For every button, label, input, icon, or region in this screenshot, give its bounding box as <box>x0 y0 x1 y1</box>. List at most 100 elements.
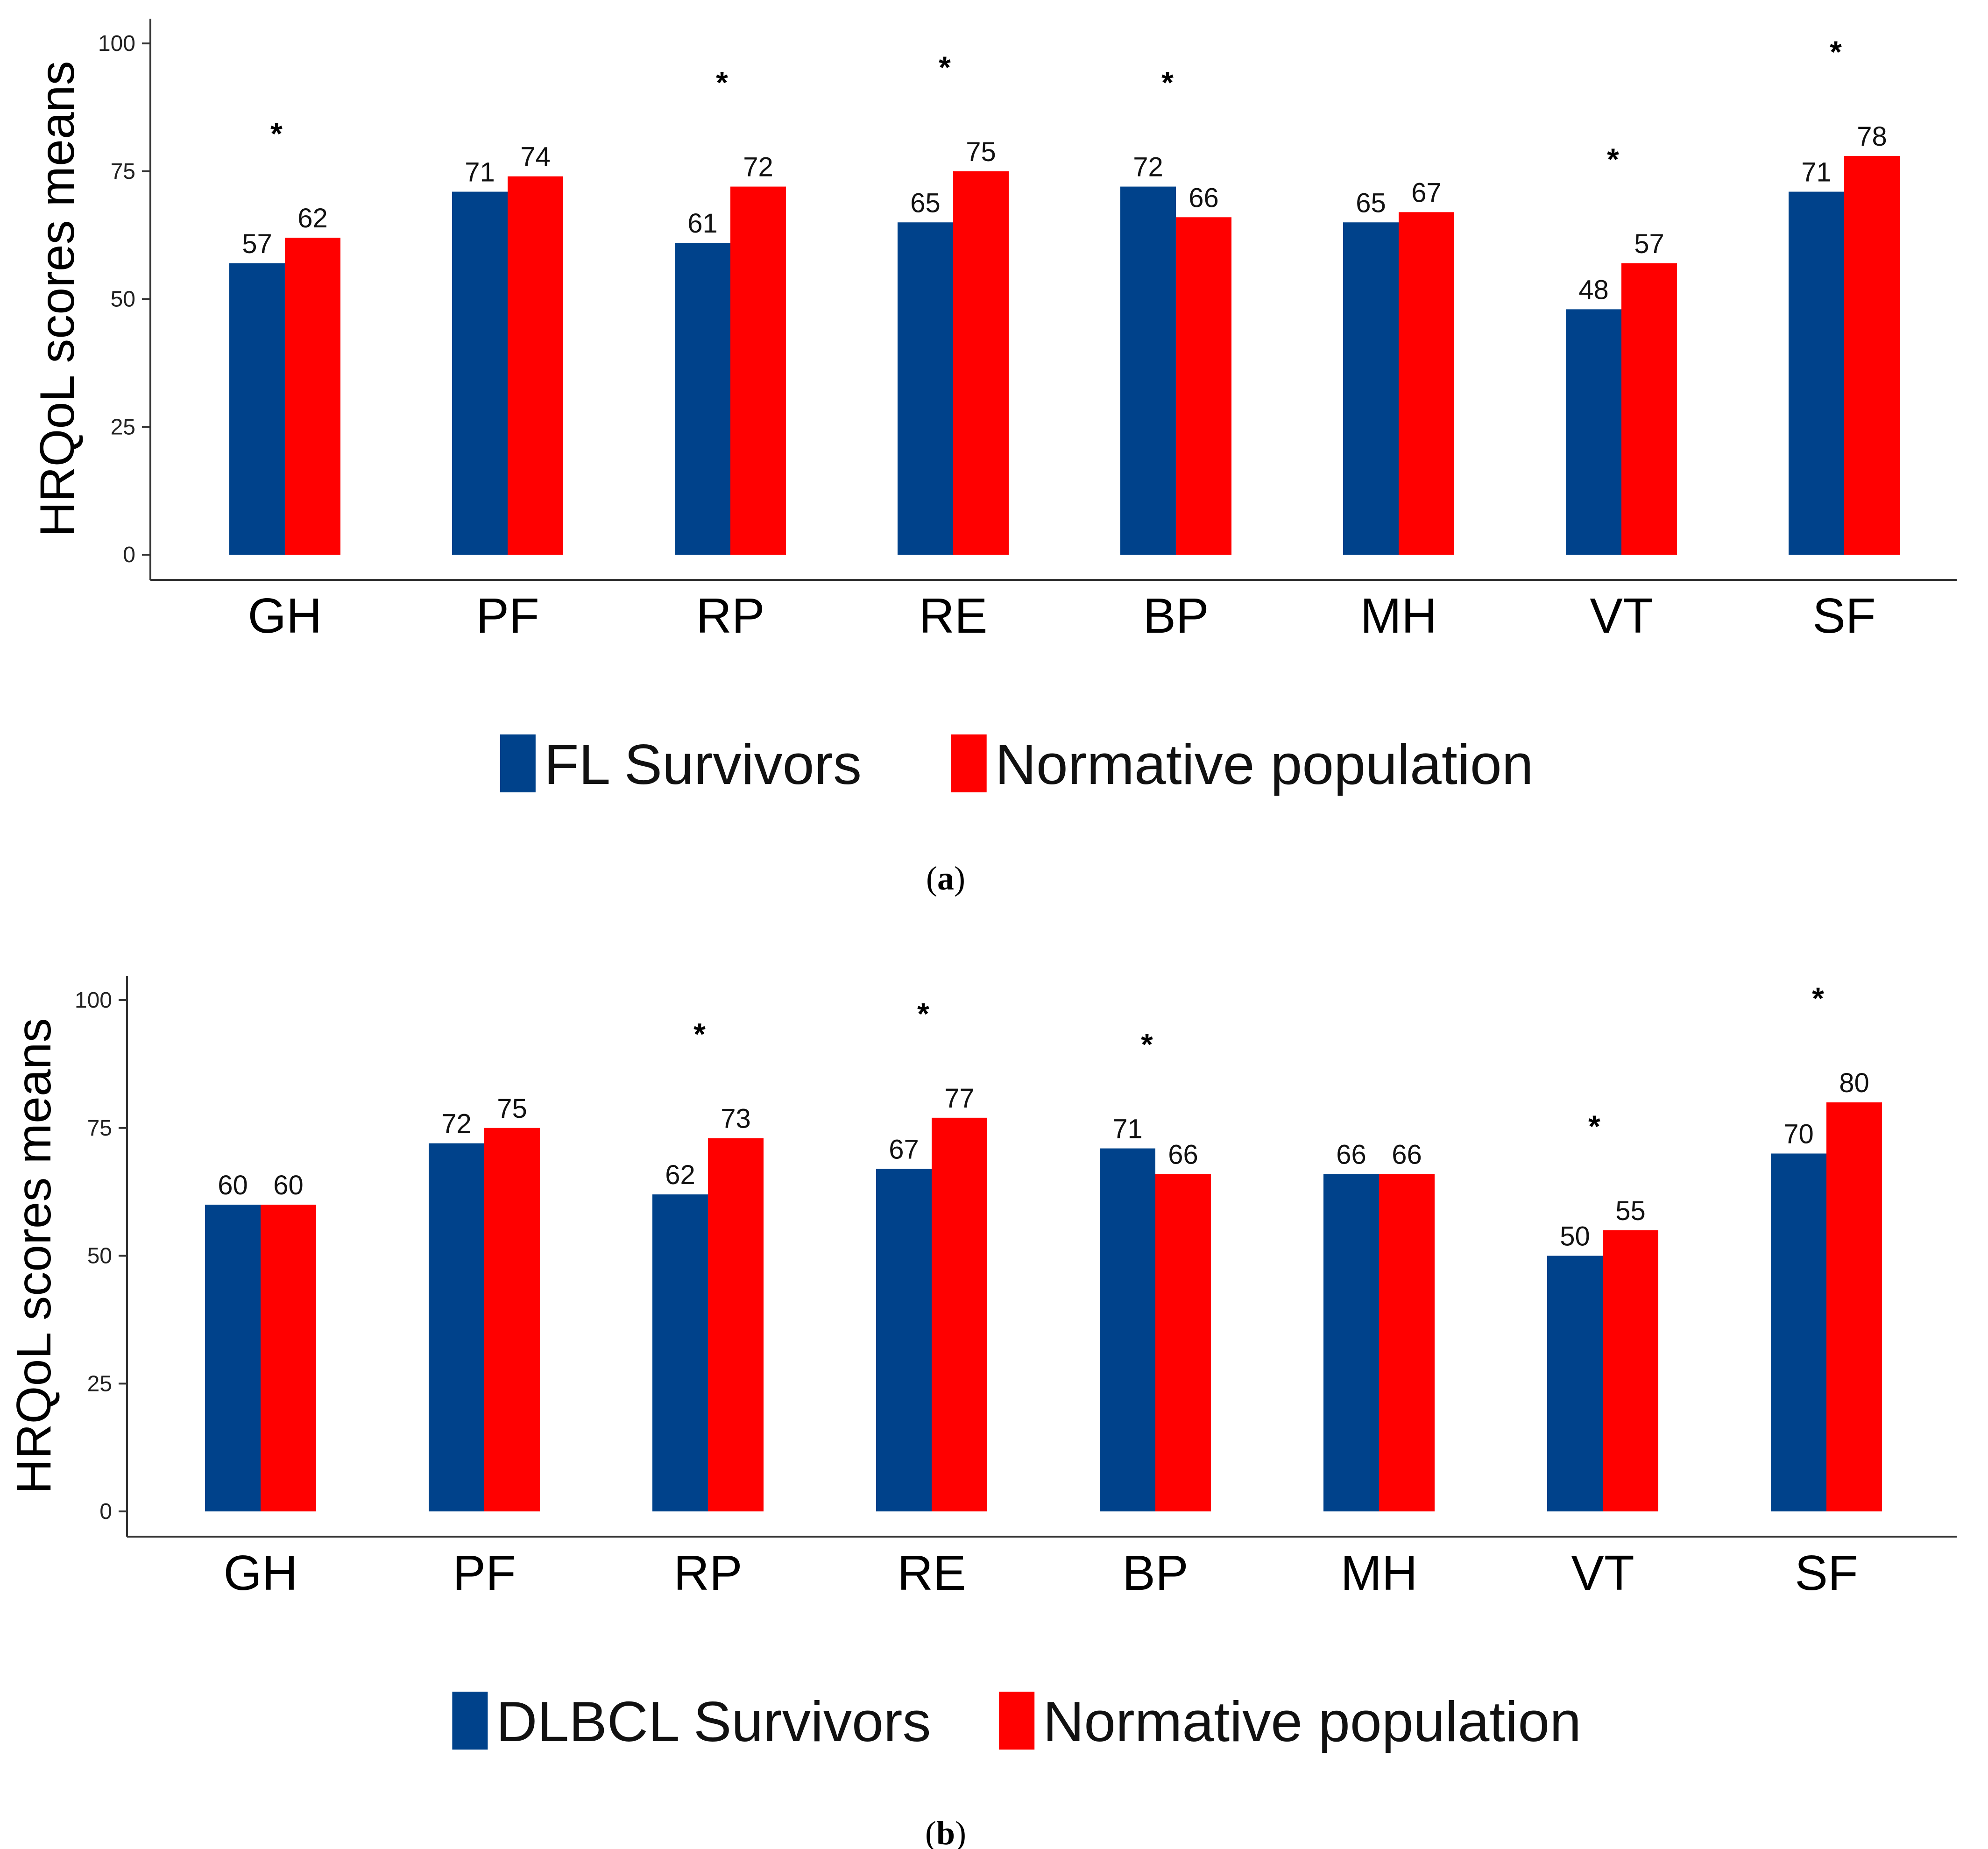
x-category-label: SF <box>1812 588 1875 643</box>
bar-value-label: 72 <box>743 152 773 183</box>
bar-value-label: 62 <box>297 203 328 233</box>
bar <box>1100 1148 1155 1511</box>
chart-a: 0 25 50 75 100 HRQoL scores means 57 62 * GH 71 74 P… <box>30 19 1957 897</box>
bar-value-label: 62 <box>665 1160 695 1190</box>
significance-star: * <box>1161 65 1174 100</box>
significance-star: * <box>1830 35 1842 69</box>
bar-value-label: 57 <box>242 229 272 259</box>
bar <box>452 191 508 555</box>
bar <box>1566 309 1621 555</box>
bar-value-label: 60 <box>273 1170 304 1200</box>
bar <box>675 243 730 555</box>
bar-value-label: 77 <box>944 1083 975 1114</box>
bar <box>1379 1174 1435 1511</box>
bar <box>1844 155 1900 555</box>
bar <box>229 263 285 555</box>
x-category-label: MH <box>1360 588 1437 643</box>
bar <box>1621 263 1677 555</box>
bar-value-label: 72 <box>1133 152 1163 183</box>
bar <box>1176 217 1231 555</box>
bar <box>953 171 1009 555</box>
legend-swatch <box>999 1692 1035 1750</box>
bar <box>1771 1153 1826 1511</box>
bar <box>876 1169 932 1511</box>
bar <box>205 1205 261 1511</box>
bar-value-label: 66 <box>1336 1139 1366 1170</box>
bar <box>1323 1174 1379 1511</box>
x-category-label: PF <box>476 588 539 643</box>
bar-value-label: 66 <box>1168 1139 1198 1170</box>
bar-value-label: 66 <box>1392 1139 1422 1170</box>
bar-value-label: 71 <box>1801 157 1832 188</box>
bar-value-label: 71 <box>465 157 495 188</box>
bar-value-label: 48 <box>1578 275 1609 305</box>
x-category-label: VT <box>1590 588 1653 643</box>
bar-value-label: 73 <box>721 1104 751 1134</box>
chart-b: 0 25 50 75 100 HRQoL scores means 60 60 GH 72 75 PF… <box>7 976 1957 1849</box>
x-category-label: RE <box>919 588 987 643</box>
legend-swatch <box>500 734 536 792</box>
legend-label: Normative population <box>995 733 1534 796</box>
bar-value-label: 66 <box>1189 183 1219 213</box>
bar <box>1155 1174 1211 1511</box>
bar-value-label: 72 <box>441 1109 472 1139</box>
significance-star: * <box>1812 981 1824 1016</box>
bar <box>261 1205 316 1511</box>
bar-value-label: 65 <box>910 188 941 218</box>
significance-star: * <box>693 1017 706 1052</box>
bar <box>1789 191 1844 555</box>
bar-value-label: 78 <box>1857 121 1887 152</box>
bar-value-label: 74 <box>520 142 551 172</box>
bar <box>708 1138 764 1511</box>
bar-value-label: 75 <box>966 137 996 167</box>
bar <box>730 186 786 555</box>
y-axis-title: HRQoL scores means <box>7 1018 61 1494</box>
bar <box>1547 1256 1603 1511</box>
panel-caption: (b) <box>925 1814 966 1849</box>
x-category-label: VT <box>1571 1546 1634 1601</box>
y-tick-label: 25 <box>87 1371 112 1396</box>
bar <box>285 238 340 555</box>
y-tick-label: 100 <box>98 31 135 56</box>
legend-label: Normative population <box>1043 1690 1581 1753</box>
y-tick-label: 0 <box>99 1499 112 1524</box>
bar-value-label: 57 <box>1634 229 1664 259</box>
bar-value-label: 55 <box>1615 1196 1646 1226</box>
panel-caption: (a) <box>926 860 965 897</box>
bar <box>1603 1230 1658 1511</box>
significance-star: * <box>939 50 951 85</box>
bar <box>1826 1102 1882 1511</box>
y-tick-label: 75 <box>111 159 135 184</box>
x-category-label: RP <box>696 588 764 643</box>
bar <box>1120 186 1176 555</box>
legend-label: FL Survivors <box>544 733 862 796</box>
legend: DLBCL Survivors Normative population <box>452 1690 1581 1753</box>
significance-star: * <box>917 996 929 1031</box>
x-category-label: PF <box>453 1546 516 1601</box>
bar-value-label: 67 <box>1411 177 1442 208</box>
bar <box>508 176 563 555</box>
bar <box>1399 212 1454 555</box>
legend-label: DLBCL Survivors <box>496 1690 931 1753</box>
significance-star: * <box>270 116 283 151</box>
bar-value-label: 60 <box>218 1170 248 1200</box>
bar-value-label: 75 <box>497 1094 527 1124</box>
bar <box>1343 222 1399 555</box>
x-category-label: MH <box>1341 1546 1418 1601</box>
significance-star: * <box>1607 142 1619 176</box>
y-tick-label: 75 <box>87 1116 112 1141</box>
legend-swatch <box>452 1692 488 1750</box>
x-category-label: GH <box>224 1546 298 1601</box>
bar-value-label: 65 <box>1356 188 1386 218</box>
y-tick-label: 100 <box>75 988 112 1013</box>
bar <box>898 222 953 555</box>
significance-star: * <box>1588 1109 1600 1143</box>
x-category-label: BP <box>1143 588 1209 643</box>
legend: FL Survivors Normative population <box>500 733 1534 796</box>
y-tick-label: 25 <box>111 415 135 439</box>
bar <box>652 1194 708 1511</box>
bar-value-label: 67 <box>889 1134 919 1164</box>
bar-value-label: 61 <box>687 208 718 239</box>
bar-value-label: 50 <box>1560 1221 1590 1252</box>
